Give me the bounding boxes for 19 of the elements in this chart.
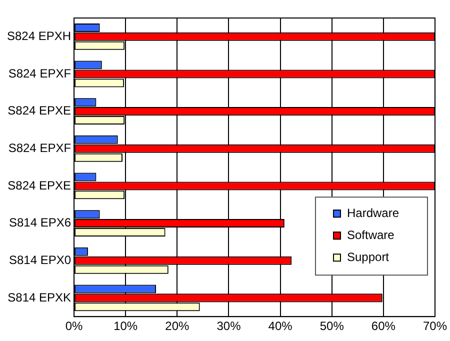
legend-label: Software [346, 228, 395, 242]
x-tick-label: 40% [268, 319, 293, 334]
y-tick-label: S824 EPXF [8, 140, 72, 155]
x-tick-label: 60% [371, 319, 396, 334]
y-tick-label: S824 EPXF [8, 66, 72, 80]
legend-label: Hardware [346, 206, 400, 220]
x-tick-label: 30% [216, 319, 242, 334]
y-tick-label: S814 EPX0 [8, 252, 72, 267]
y-tick-label: S824 EPXE [8, 178, 72, 192]
x-tick-label: 70% [422, 319, 448, 334]
legend-label: Support [346, 250, 390, 264]
x-tick-label: 20% [165, 319, 190, 334]
x-tick-label: 50% [320, 319, 344, 334]
y-tick-label: S824 EPXE [8, 104, 72, 118]
y-tick-label: S824 EPXH [6, 28, 72, 43]
x-tick-label: 0% [65, 319, 84, 334]
x-tick-label: 10% [114, 319, 138, 334]
y-tick-label: S814 EPX6 [8, 216, 72, 230]
y-tick-label: S814 EPXK [8, 290, 72, 304]
